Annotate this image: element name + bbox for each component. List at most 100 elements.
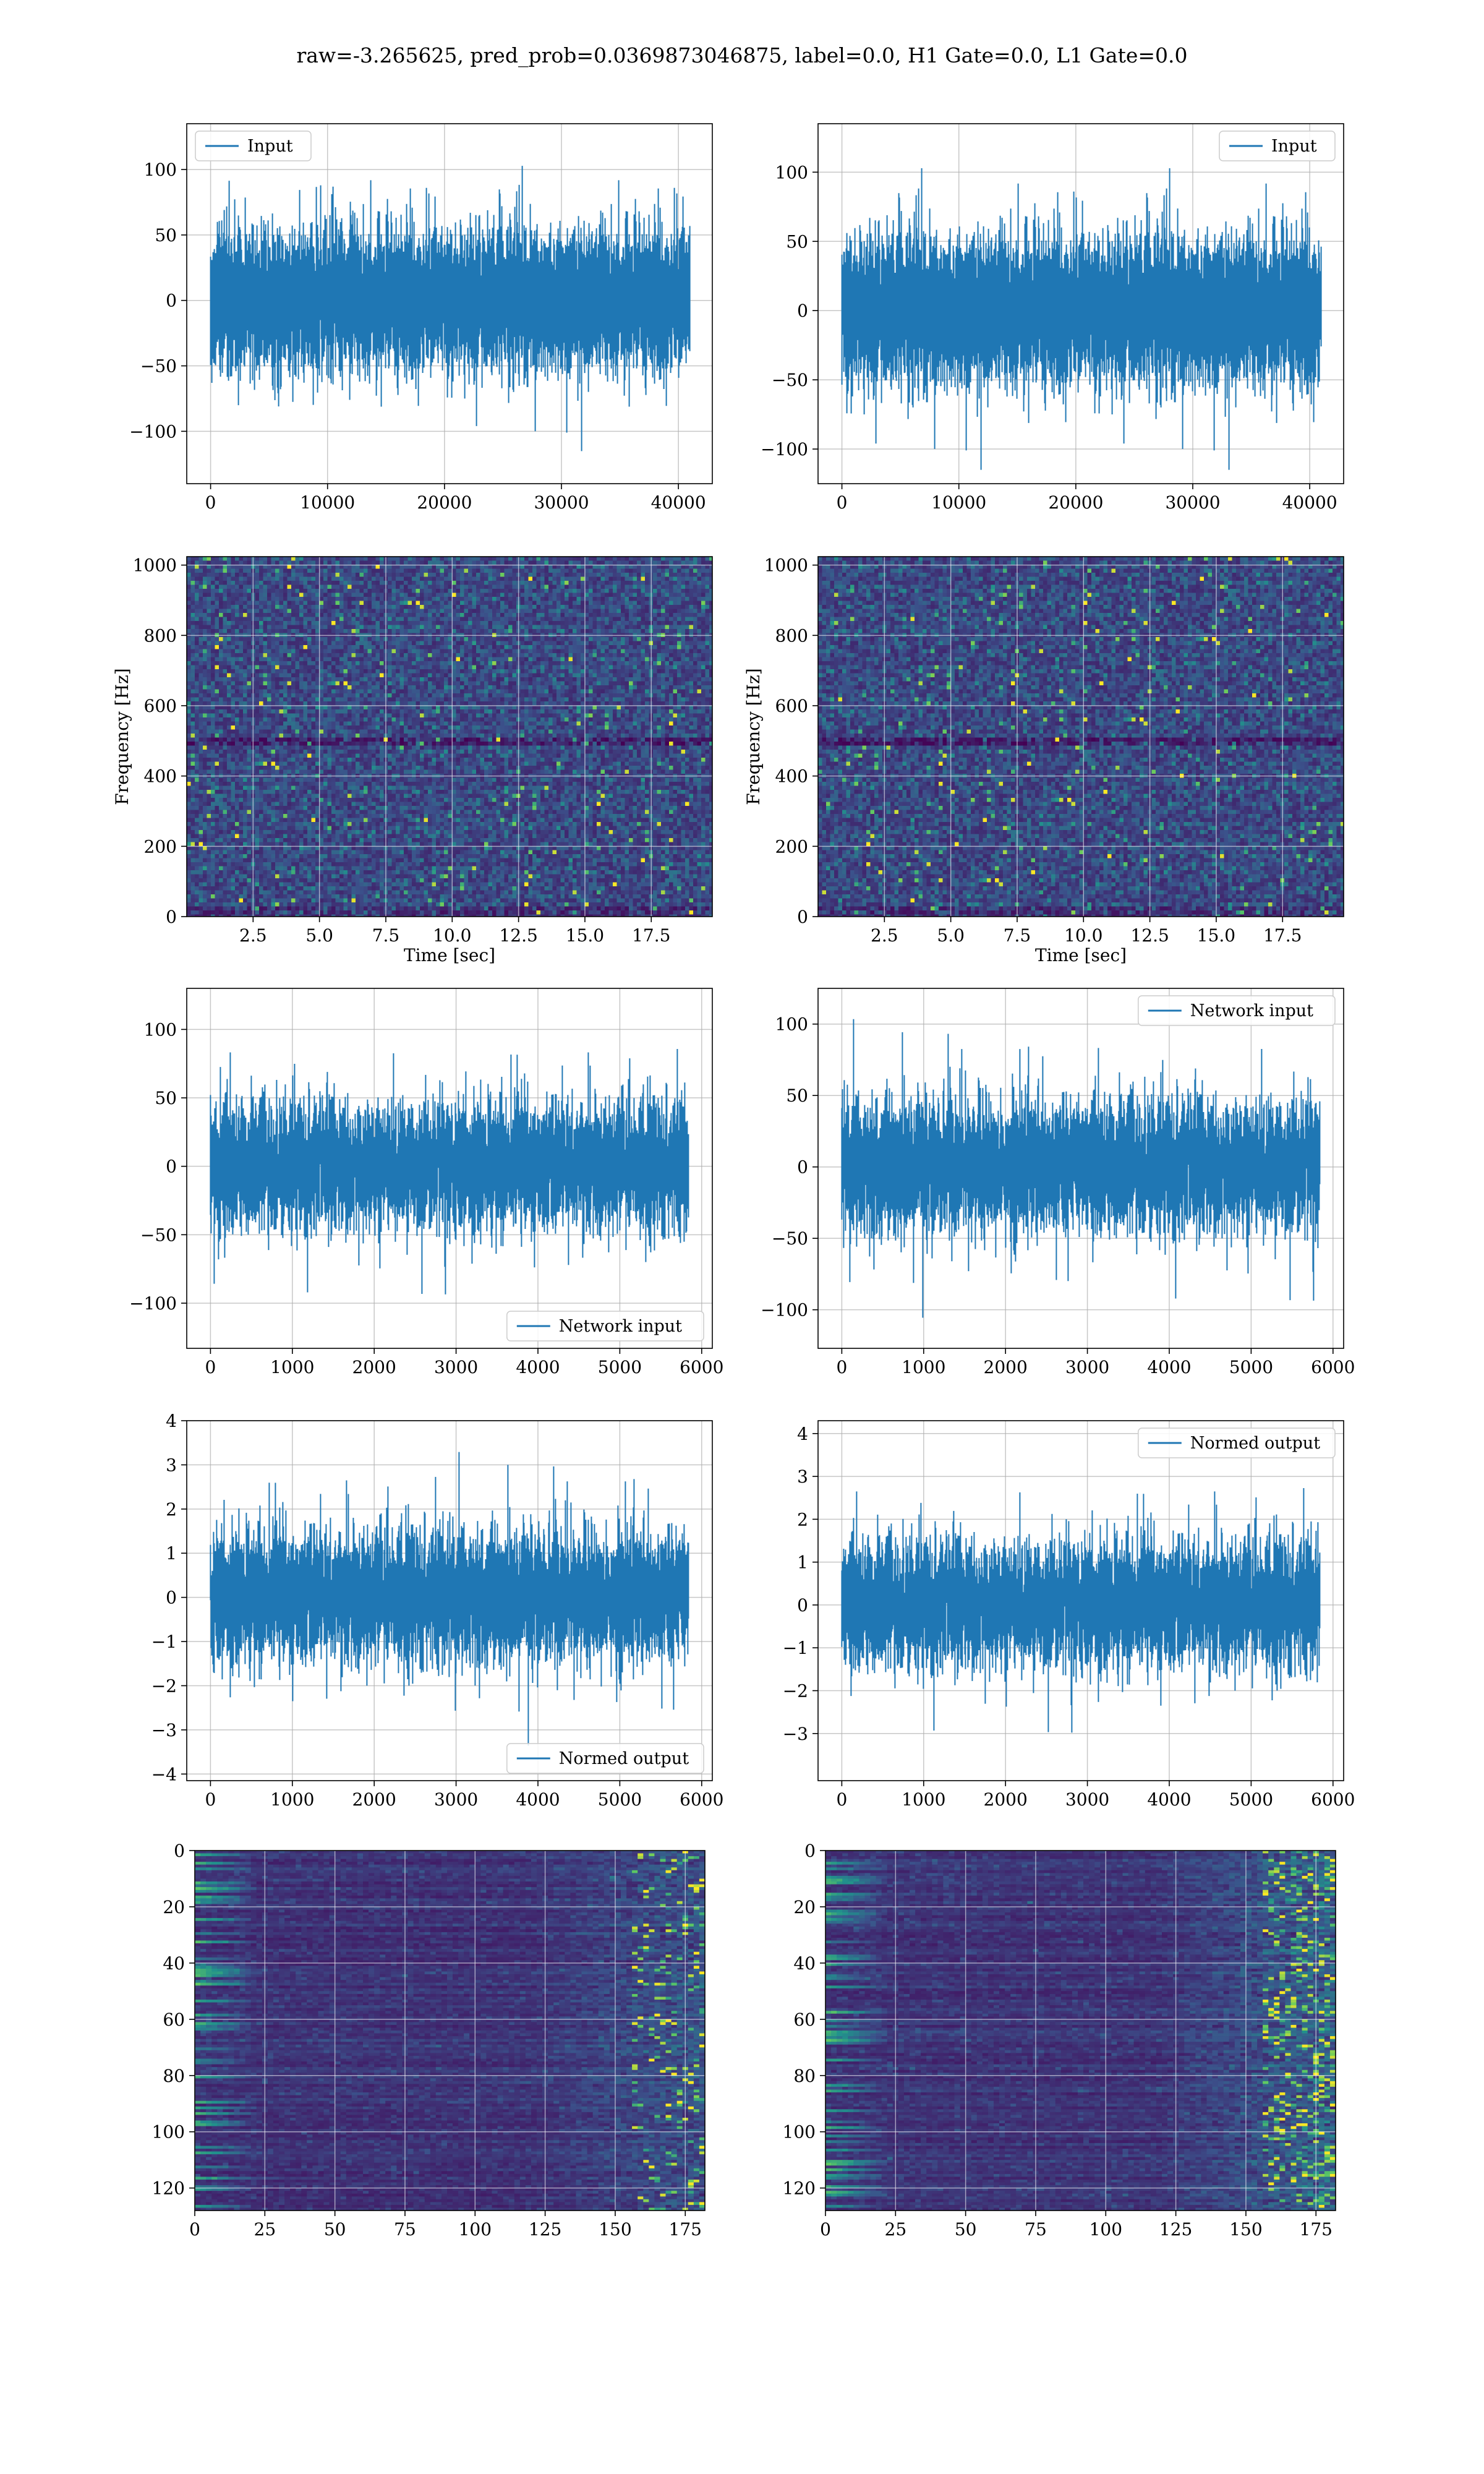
series-line <box>841 1488 1321 1733</box>
x-tick-label: 5.0 <box>305 925 333 946</box>
y-tick-label: 400 <box>144 766 177 787</box>
x-tick-label: 3000 <box>1065 1789 1109 1810</box>
y-tick-label: 4 <box>166 1411 177 1431</box>
x-tick-label: 75 <box>394 2219 416 2240</box>
y-tick-label: 100 <box>775 162 808 182</box>
y-axis-label: Frequency [Hz] <box>112 668 132 805</box>
x-tick-label: 17.5 <box>1263 925 1302 946</box>
axes-frame <box>817 556 1344 917</box>
y-tick-label: 4 <box>797 1424 808 1444</box>
legend-box <box>506 1311 704 1342</box>
x-tick-label: 4000 <box>1147 1357 1191 1377</box>
x-tick-label: 1000 <box>270 1357 314 1377</box>
y-tick-label: 0 <box>166 907 177 927</box>
x-tick-label: 150 <box>599 2219 631 2240</box>
x-tick-label: 150 <box>1229 2219 1262 2240</box>
legend-label: Input <box>1271 137 1317 156</box>
axes-frame <box>817 123 1344 484</box>
x-tick-label: 50 <box>955 2219 977 2240</box>
x-tick-label: 2000 <box>352 1357 396 1377</box>
x-tick-label: 0 <box>836 1789 847 1810</box>
series-line <box>841 1019 1321 1318</box>
axes-frame <box>186 123 713 484</box>
y-tick-label: 200 <box>144 836 177 857</box>
x-tick-label: 100 <box>1090 2219 1122 2240</box>
chart-ts-input-h1: Input 0 10000 20000 30000 40000 −100 −50 0 50 100 <box>129 123 713 513</box>
x-tick-label: 15.0 <box>1197 925 1235 946</box>
y-tick-label: 1 <box>797 1552 808 1573</box>
y-tick-label: 600 <box>775 696 808 716</box>
axes-frame <box>186 988 713 1349</box>
axes-frame <box>194 1850 706 2211</box>
x-tick-label: 2000 <box>352 1789 396 1810</box>
y-tick-label: 20 <box>793 1897 816 1917</box>
y-tick-label: 600 <box>144 696 177 716</box>
x-tick-label: 0 <box>836 1357 847 1377</box>
x-tick-label: 4000 <box>516 1357 560 1377</box>
x-tick-label: 40000 <box>1282 492 1337 513</box>
y-tick-label: 80 <box>793 2066 816 2086</box>
y-tick-label: 40 <box>163 1953 185 1974</box>
x-tick-label: 12.5 <box>499 925 537 946</box>
x-tick-label: 5000 <box>1229 1789 1273 1810</box>
y-tick-label: 1 <box>166 1543 177 1564</box>
x-tick-label: 3000 <box>434 1789 478 1810</box>
legend: Normed output <box>506 1743 704 1774</box>
x-axis-label: Time [sec] <box>1035 945 1127 965</box>
y-tick-label: 0 <box>166 1157 177 1177</box>
x-tick-label: 0 <box>205 1357 216 1377</box>
y-tick-label: 200 <box>775 836 808 857</box>
axes-frame <box>186 1420 713 1781</box>
x-tick-label: 15.0 <box>566 925 604 946</box>
y-tick-label: 100 <box>783 2122 816 2142</box>
y-tick-label: −1 <box>151 1632 177 1652</box>
y-tick-label: 2 <box>797 1509 808 1530</box>
x-tick-label: 40000 <box>651 492 706 513</box>
y-tick-label: 0 <box>174 1841 185 1861</box>
chart-ts-normed-h1: Normed output 0 1000 2000 3000 4000 5000 6000 −4… <box>151 1411 724 1810</box>
x-tick-label: 25 <box>885 2219 907 2240</box>
legend: Normed output <box>1138 1427 1336 1458</box>
x-tick-label: 5000 <box>598 1357 642 1377</box>
y-tick-label: 50 <box>155 225 177 246</box>
y-tick-label: 800 <box>775 625 808 646</box>
axes-frame <box>186 556 713 917</box>
x-tick-label: 30000 <box>1165 492 1220 513</box>
chart-spec-h1: 2.5 5.0 7.5 10.0 12.5 15.0 17.5 0 200 400 600 800 10… <box>112 555 713 965</box>
y-tick-label: 120 <box>152 2178 185 2199</box>
y-tick-label: 3 <box>797 1466 808 1487</box>
legend-label: Normed output <box>1190 1434 1320 1453</box>
legend: Network input <box>506 1311 704 1342</box>
y-tick-label: 50 <box>786 1085 808 1106</box>
series-line <box>841 168 1322 470</box>
chart-feat-l1: 0 25 50 75 100 125 150 175 0 20 40 60 80 100 120 <box>783 1841 1336 2240</box>
y-tick-label: 0 <box>166 1588 177 1608</box>
series-line <box>210 1452 689 1746</box>
chart-feat-h1: 0 25 50 75 100 125 150 175 0 20 40 60 80 100 120 <box>152 1841 706 2240</box>
x-tick-label: 12.5 <box>1130 925 1169 946</box>
x-tick-label: 0 <box>837 492 848 513</box>
heatmap <box>195 1851 705 2211</box>
x-tick-label: 6000 <box>680 1357 723 1377</box>
y-tick-label: −100 <box>129 421 177 442</box>
x-tick-label: 175 <box>669 2219 702 2240</box>
y-tick-label: 100 <box>775 1014 808 1035</box>
x-tick-label: 10.0 <box>1064 925 1102 946</box>
x-tick-label: 175 <box>1300 2219 1333 2240</box>
y-tick-label: 60 <box>163 2010 185 2030</box>
x-tick-label: 6000 <box>680 1789 723 1810</box>
legend-box <box>1219 131 1336 161</box>
x-tick-label: 10000 <box>931 492 986 513</box>
y-tick-label: 50 <box>786 231 808 252</box>
x-tick-label: 50 <box>324 2219 346 2240</box>
legend-label: Input <box>247 137 293 156</box>
x-tick-label: 5000 <box>598 1789 642 1810</box>
y-tick-label: 50 <box>155 1088 177 1108</box>
x-tick-label: 10.0 <box>433 925 471 946</box>
y-tick-label: −50 <box>772 1228 808 1249</box>
figure-suptitle: raw=-3.265625, pred_prob=0.0369873046875… <box>296 43 1187 68</box>
legend-label: Normed output <box>559 1749 689 1768</box>
